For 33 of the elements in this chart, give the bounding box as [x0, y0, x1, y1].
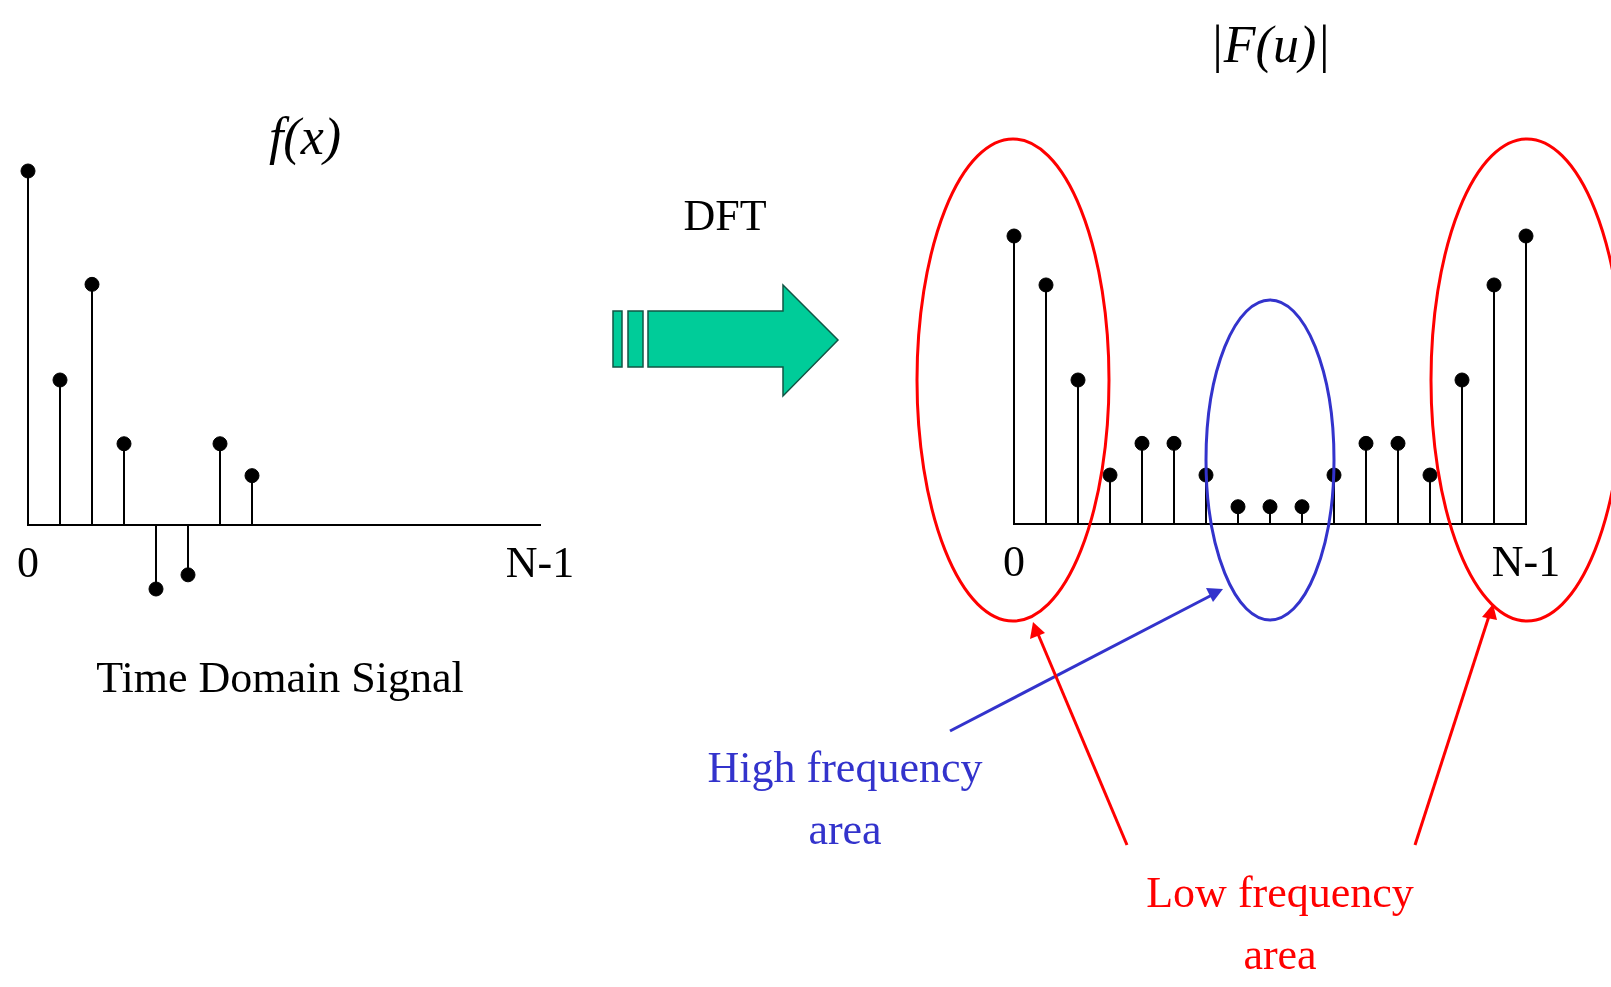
point: [1230, 499, 1246, 515]
x-tick-label: 0: [1003, 536, 1025, 586]
point: [1358, 435, 1374, 451]
point: [1518, 228, 1534, 244]
chart-title: |F(u)|: [1209, 15, 1331, 74]
point: [84, 276, 100, 292]
point: [1102, 467, 1118, 483]
point: [148, 581, 164, 597]
point: [1390, 435, 1406, 451]
x-tick-label: N-1: [1491, 536, 1561, 586]
point: [52, 372, 68, 388]
point: [180, 567, 196, 583]
text: High frequency area: [707, 742, 983, 854]
point: [1454, 372, 1470, 388]
point: [1038, 277, 1054, 293]
x-tick-label: N-1: [505, 538, 575, 588]
point: [1166, 435, 1182, 451]
point: [1134, 435, 1150, 451]
point: [244, 468, 260, 484]
point: [1262, 499, 1278, 515]
point: [1070, 372, 1086, 388]
text: Low frequency area: [1146, 867, 1414, 979]
chart-title: f(x): [268, 107, 342, 166]
x-axis-title: Time Domain Signal: [96, 652, 464, 702]
x-tick-label: 0: [17, 538, 39, 588]
text: DFT: [683, 190, 767, 240]
point: [1006, 228, 1022, 244]
point: [20, 163, 36, 179]
point: [1422, 467, 1438, 483]
point: [1294, 499, 1310, 515]
point: [116, 436, 132, 452]
point: [1486, 277, 1502, 293]
point: [212, 436, 228, 452]
